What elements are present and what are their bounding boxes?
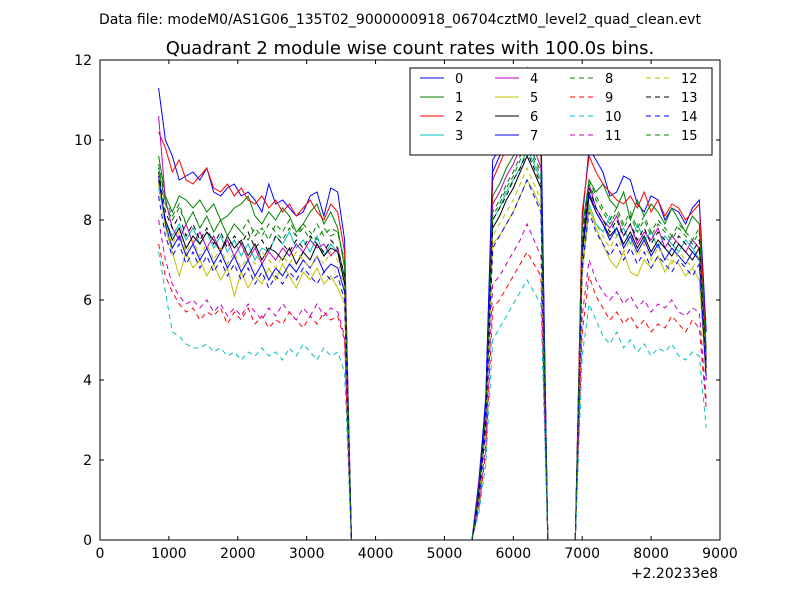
legend-label-11: 11 [605, 129, 622, 144]
legend-label-10: 10 [605, 110, 622, 125]
y-tick-label: 10 [74, 133, 92, 149]
legend-label-0: 0 [455, 72, 463, 87]
legend-label-13: 13 [681, 91, 698, 106]
legend-label-12: 12 [681, 72, 698, 87]
series-layer [158, 66, 707, 541]
legend-label-2: 2 [455, 110, 463, 125]
suptitle: Data file: modeM0/AS1G06_135T02_90000009… [99, 12, 701, 28]
legend-label-1: 1 [455, 91, 463, 106]
series-line-12 [158, 166, 707, 541]
legend-box [409, 67, 713, 156]
series-line-11 [158, 219, 707, 541]
y-tick-label: 0 [83, 533, 92, 549]
legend-label-5: 5 [530, 91, 538, 106]
series-line-9 [158, 243, 707, 541]
legend-label-9: 9 [605, 91, 613, 106]
ticks-layer: 0 1000 2000 3000 4000 5000 6000 7000 8000 9000 0 2 4… [74, 53, 738, 562]
chart-title: Quadrant 2 module wise count rates with … [166, 38, 655, 59]
series-line-1 [158, 122, 707, 541]
series-line-10 [158, 251, 707, 541]
x-tick-label: 6000 [496, 546, 532, 562]
series-line-3 [158, 146, 707, 541]
series-line-14 [158, 178, 707, 541]
x-tick-label: 3000 [289, 546, 325, 562]
y-tick-label: 4 [83, 373, 92, 389]
legend-label-6: 6 [530, 110, 538, 125]
series-line-15 [158, 138, 707, 541]
y-tick-label: 12 [74, 53, 92, 69]
legend-label-4: 4 [530, 72, 538, 87]
x-tick-label: 4000 [358, 546, 394, 562]
x-tick-label: 0 [96, 546, 105, 562]
x-tick-label: 2000 [220, 546, 256, 562]
x-tick-label: 5000 [427, 546, 463, 562]
legend-label-15: 15 [681, 129, 698, 144]
series-line-2 [158, 86, 707, 541]
legend-label-8: 8 [605, 72, 613, 87]
x-tick-label: 8000 [633, 546, 669, 562]
x-tick-label: 9000 [702, 546, 738, 562]
y-tick-label: 6 [83, 293, 92, 309]
series-line-5 [158, 171, 707, 541]
x-tick-label: 1000 [151, 546, 187, 562]
x-tick-label: 7000 [564, 546, 600, 562]
x-offset-label: +2.20233e8 [631, 566, 718, 582]
legend-label-7: 7 [530, 129, 538, 144]
series-line-13 [158, 150, 707, 541]
legend-label-3: 3 [455, 129, 463, 144]
y-tick-label: 8 [83, 213, 92, 229]
legend-label-14: 14 [681, 110, 698, 125]
series-line-4 [158, 115, 707, 541]
y-tick-label: 2 [83, 453, 92, 469]
